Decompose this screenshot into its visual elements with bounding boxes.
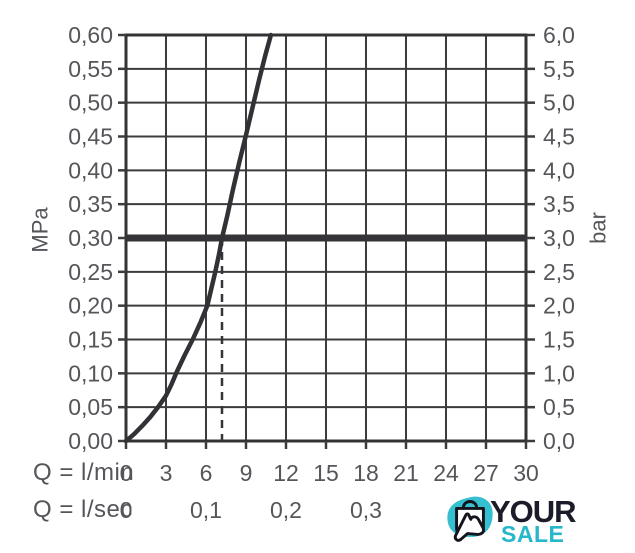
svg-text:0,05: 0,05 — [68, 394, 113, 420]
svg-text:5,5: 5,5 — [543, 56, 575, 82]
svg-text:9: 9 — [240, 460, 253, 486]
svg-text:4,0: 4,0 — [543, 157, 575, 183]
x-axis-unit-lsec: Q = l/sec — [33, 496, 133, 523]
shopping-bag-click-icon — [447, 496, 493, 542]
svg-text:0,1: 0,1 — [190, 497, 222, 523]
svg-text:bar: bar — [586, 212, 611, 244]
x-axis-unit-lmin: Q = l/min — [33, 459, 135, 486]
logo-text-sale: SALE — [501, 521, 565, 547]
your-sale-logo: YOUR SALE — [444, 492, 630, 550]
svg-text:30: 30 — [513, 460, 539, 486]
svg-text:24: 24 — [433, 460, 459, 486]
svg-text:0,40: 0,40 — [68, 157, 113, 183]
svg-text:6: 6 — [200, 460, 213, 486]
svg-text:0,30: 0,30 — [68, 225, 113, 251]
svg-text:0,50: 0,50 — [68, 90, 113, 116]
svg-text:0,10: 0,10 — [68, 360, 113, 386]
svg-text:6,0: 6,0 — [543, 22, 575, 48]
svg-text:2,0: 2,0 — [543, 293, 575, 319]
svg-text:0,3: 0,3 — [350, 497, 382, 523]
svg-text:15: 15 — [313, 460, 339, 486]
svg-text:0: 0 — [120, 460, 133, 486]
svg-text:0: 0 — [120, 497, 133, 523]
logo-text-your: YOUR — [490, 494, 577, 529]
svg-text:21: 21 — [393, 460, 419, 486]
svg-text:3,0: 3,0 — [543, 225, 575, 251]
svg-text:2,5: 2,5 — [543, 259, 575, 285]
svg-text:0,5: 0,5 — [543, 394, 575, 420]
svg-text:0,35: 0,35 — [68, 191, 113, 217]
svg-text:18: 18 — [353, 460, 379, 486]
svg-text:27: 27 — [473, 460, 499, 486]
svg-text:1,0: 1,0 — [543, 360, 575, 386]
svg-text:3,5: 3,5 — [543, 191, 575, 217]
svg-text:5,0: 5,0 — [543, 90, 575, 116]
svg-text:4,5: 4,5 — [543, 124, 575, 150]
svg-text:0,60: 0,60 — [68, 22, 113, 48]
svg-text:12: 12 — [273, 460, 299, 486]
svg-text:0,0: 0,0 — [543, 428, 575, 454]
svg-text:0,45: 0,45 — [68, 124, 113, 150]
svg-text:0,55: 0,55 — [68, 56, 113, 82]
svg-text:0,25: 0,25 — [68, 259, 113, 285]
svg-text:1,5: 1,5 — [543, 327, 575, 353]
svg-text:0,00: 0,00 — [68, 428, 113, 454]
svg-text:0,15: 0,15 — [68, 327, 113, 353]
svg-text:0,20: 0,20 — [68, 293, 113, 319]
svg-text:MPa: MPa — [28, 207, 53, 253]
svg-text:3: 3 — [160, 460, 173, 486]
svg-text:0,2: 0,2 — [270, 497, 302, 523]
